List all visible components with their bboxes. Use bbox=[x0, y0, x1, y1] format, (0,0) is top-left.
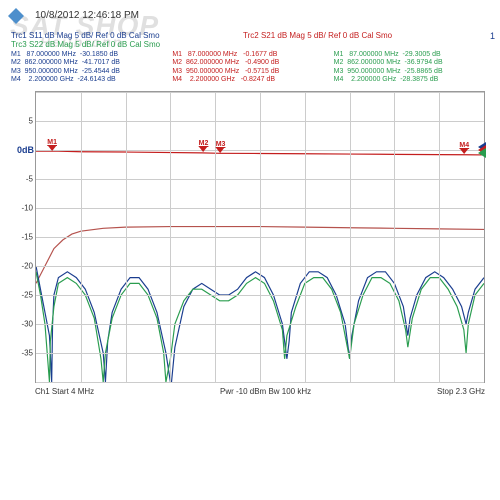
trc1-label: Trc1 bbox=[11, 31, 27, 40]
trc3-header: Trc3 S22 dB Mag 5 dB/ Ref 0 dB Cal Smo bbox=[11, 40, 243, 49]
marker-row: M4 2.200000 GHz -0.8247 dB bbox=[172, 76, 333, 84]
marker-row: M3 950.000000 MHz -25.4544 dB bbox=[11, 68, 172, 76]
ref-triangle-icon bbox=[478, 148, 486, 158]
marker-row: M4 2.200000 GHz -24.6143 dB bbox=[11, 76, 172, 84]
grid-v bbox=[305, 92, 306, 382]
markers-s11-col: M1 87.000000 MHz -30.1850 dB M2 862.0000… bbox=[11, 51, 172, 85]
trc1-header: Trc1 S11 dB Mag 5 dB/ Ref 0 dB Cal Smo bbox=[11, 31, 243, 40]
trace-header-left: Trc1 S11 dB Mag 5 dB/ Ref 0 dB Cal Smo T… bbox=[11, 31, 243, 49]
marker-tag: M1 bbox=[47, 139, 57, 151]
grid-v bbox=[170, 92, 171, 382]
marker-tag: M2 bbox=[199, 140, 209, 152]
grid-h bbox=[36, 382, 484, 383]
y-tick-label: -30 bbox=[21, 319, 36, 328]
y-tick-label: -10 bbox=[21, 203, 36, 212]
marker-row: M1 87.000000 MHz -30.1850 dB bbox=[11, 51, 172, 59]
markers-s21-col: M1 87.000000 MHz -0.1677 dB M2 862.00000… bbox=[172, 51, 333, 85]
y-tick-label: -35 bbox=[21, 348, 36, 357]
ref-db-label: 0dB bbox=[17, 145, 36, 155]
grid-v bbox=[439, 92, 440, 382]
grid-v bbox=[260, 92, 261, 382]
y-tick-label: -5 bbox=[26, 174, 36, 183]
trc2-label: Trc2 bbox=[243, 31, 259, 40]
grid-v bbox=[350, 92, 351, 382]
marker-row: M2 862.000000 MHz -0.4900 dB bbox=[172, 59, 333, 67]
marker-row: M2 862.000000 MHz -41.7017 dB bbox=[11, 59, 172, 67]
y-tick-label: 5 bbox=[29, 116, 36, 125]
trace-header-right: Trc2 S21 dB Mag 5 dB/ Ref 0 dB Cal Smo bbox=[243, 31, 475, 49]
marker-tag: M3 bbox=[216, 141, 226, 153]
ch-start: Ch1 Start 4 MHz bbox=[35, 387, 94, 396]
trc2-header: Trc2 S21 dB Mag 5 dB/ Ref 0 dB Cal Smo bbox=[243, 31, 475, 40]
markers-table: M1 87.000000 MHz -30.1850 dB M2 862.0000… bbox=[11, 51, 495, 85]
grid-v bbox=[126, 92, 127, 382]
trace-header-row: Trc1 S11 dB Mag 5 dB/ Ref 0 dB Cal Smo T… bbox=[11, 31, 495, 49]
grid-v bbox=[81, 92, 82, 382]
marker-row: M3 950.000000 MHz -0.5715 dB bbox=[172, 68, 333, 76]
marker-row: M4 2.200000 GHz -28.3875 dB bbox=[334, 76, 495, 84]
y-tick-label: -20 bbox=[21, 261, 36, 270]
marker-row: M3 950.000000 MHz -25.8865 dB bbox=[334, 68, 495, 76]
rs-logo-icon bbox=[8, 8, 24, 24]
trc3-text: S22 dB Mag 5 dB/ Ref 0 dB Cal Smo bbox=[29, 40, 160, 49]
marker-row: M1 87.000000 MHz -29.3005 dB bbox=[334, 51, 495, 59]
bottom-info: Ch1 Start 4 MHz Pwr -10 dBm Bw 100 kHz S… bbox=[35, 387, 485, 396]
markers-s22-col: M1 87.000000 MHz -29.3005 dB M2 862.0000… bbox=[334, 51, 495, 85]
grid-v bbox=[215, 92, 216, 382]
trc2-text: S21 dB Mag 5 dB/ Ref 0 dB Cal Smo bbox=[261, 31, 392, 40]
header-number: 1 bbox=[475, 31, 495, 49]
chart-area: -35-30-25-20-15-10-550dBM1M2M3M4 bbox=[35, 91, 485, 383]
trc3-label: Trc3 bbox=[11, 40, 27, 49]
marker-tag: M4 bbox=[459, 142, 469, 154]
pwr-bw: Pwr -10 dBm Bw 100 kHz bbox=[220, 387, 311, 396]
marker-row: M1 87.000000 MHz -0.1677 dB bbox=[172, 51, 333, 59]
timestamp: 10/8/2012 12:46:18 PM bbox=[35, 10, 495, 21]
grid-v bbox=[394, 92, 395, 382]
y-tick-label: -15 bbox=[21, 232, 36, 241]
marker-row: M2 862.000000 MHz -36.9794 dB bbox=[334, 59, 495, 67]
y-tick-label: -25 bbox=[21, 290, 36, 299]
trc1-text: S11 dB Mag 5 dB/ Ref 0 dB Cal Smo bbox=[29, 31, 160, 40]
vna-screenshot: 10/8/2012 12:46:18 PM Trc1 S11 dB Mag 5 … bbox=[0, 0, 500, 401]
ch-stop: Stop 2.3 GHz bbox=[437, 387, 485, 396]
